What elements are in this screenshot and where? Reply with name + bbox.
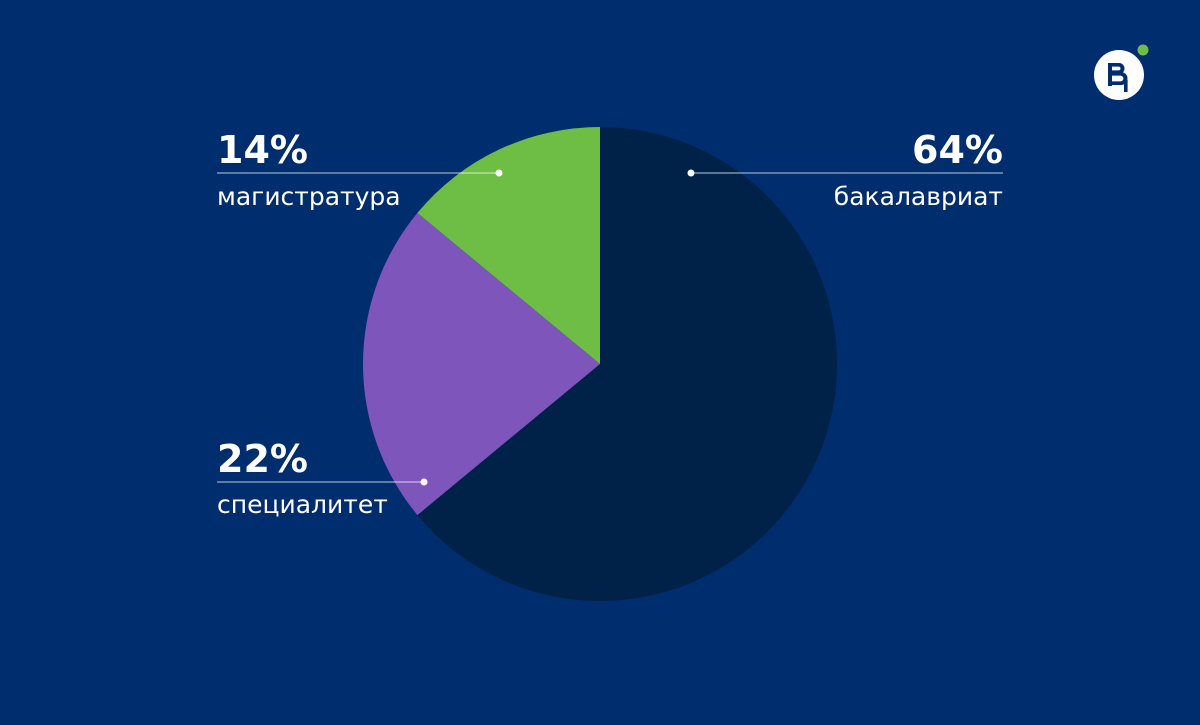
leader-dot-3 <box>495 169 503 177</box>
slice-value-label-2: 22% <box>217 437 308 481</box>
hse-logo-icon <box>1094 44 1149 100</box>
pie-labels: 64% бакалавриат 22% специалитет 14% магистрат… <box>217 128 1003 519</box>
slice-category-label-3: магистратура <box>217 182 401 211</box>
pie-slices <box>363 126 838 602</box>
pie-slice-1 <box>417 127 838 602</box>
leader-dot-1 <box>687 169 695 177</box>
pie-slice-3 <box>417 126 600 364</box>
slice-value-label-3: 14% <box>217 128 308 172</box>
leader-dot-2 <box>420 478 428 486</box>
slice-category-label-1: бакалавриат <box>834 182 1003 211</box>
slice-value-label-1: 64% <box>912 128 1003 172</box>
slice-category-label-2: специалитет <box>217 490 388 519</box>
pie-slice-2 <box>363 212 600 516</box>
